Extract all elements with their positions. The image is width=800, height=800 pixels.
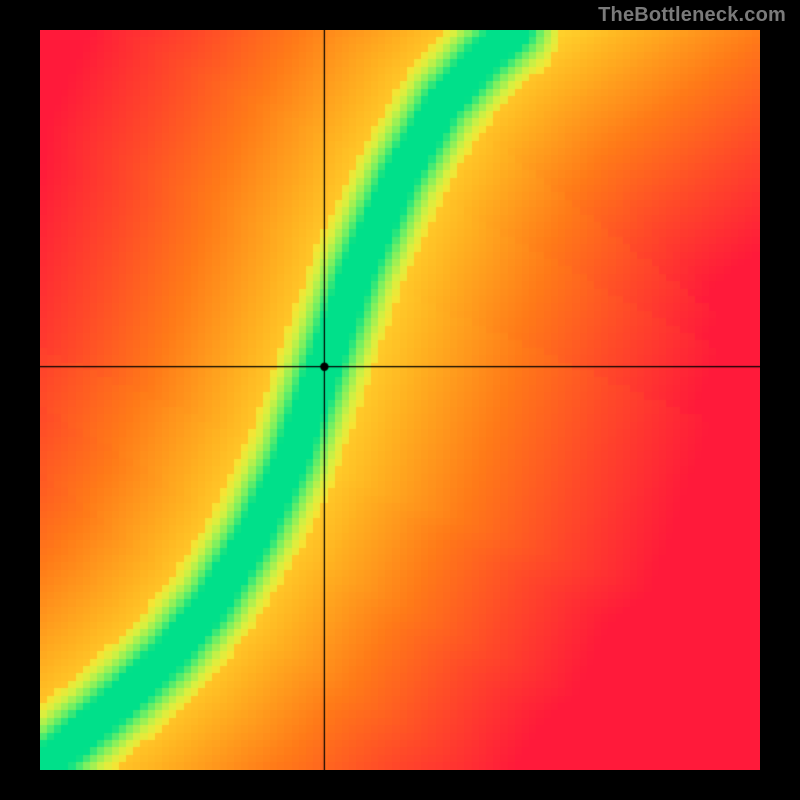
bottleneck-heatmap: [40, 30, 760, 770]
watermark-text: TheBottleneck.com: [598, 4, 786, 27]
chart-container: TheBottleneck.com: [0, 0, 800, 800]
